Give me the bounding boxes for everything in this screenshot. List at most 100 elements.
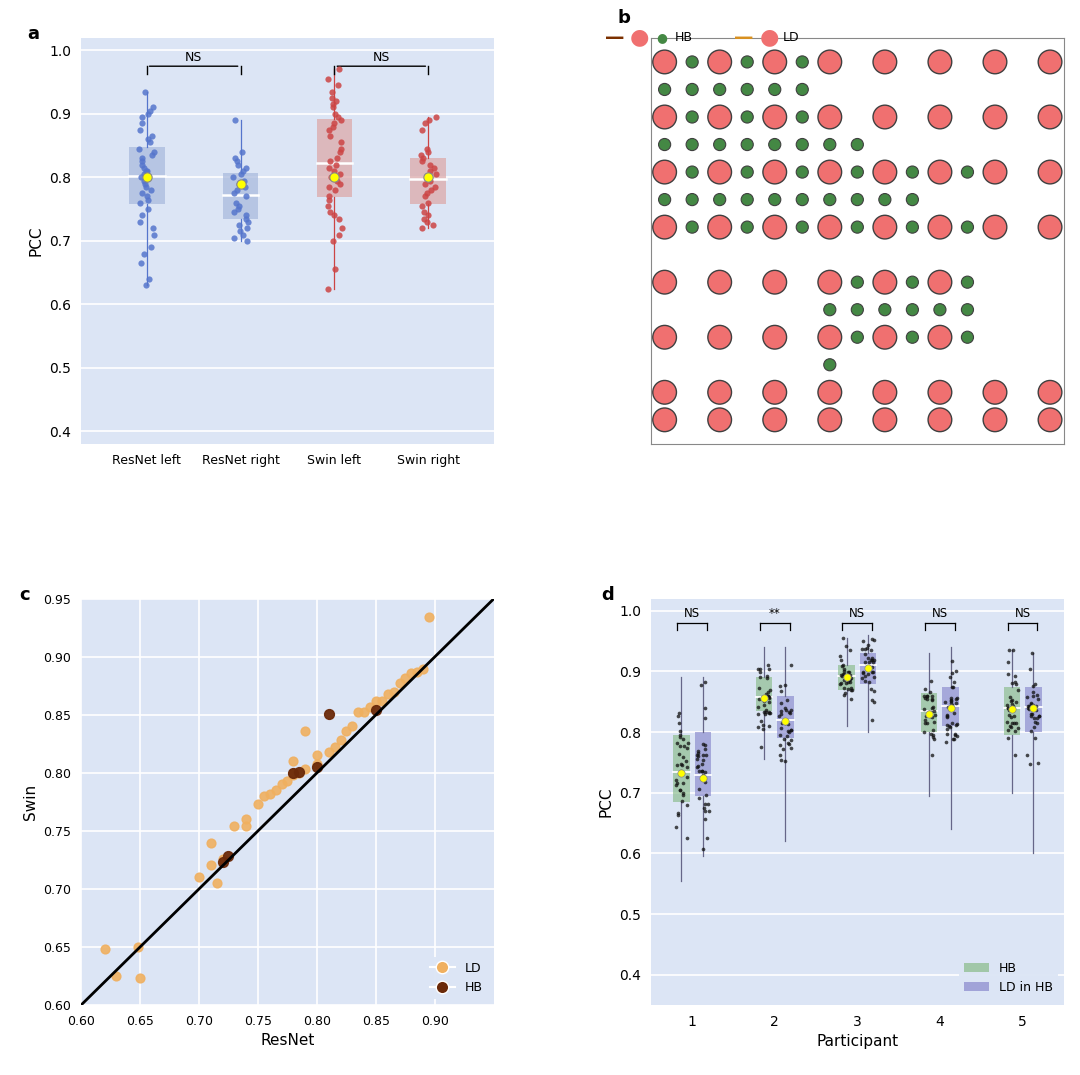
Point — [926, 702, 943, 719]
Point — [133, 169, 150, 186]
Point — [138, 169, 156, 186]
Circle shape — [796, 56, 808, 68]
Point — [416, 115, 433, 132]
Point — [697, 796, 714, 813]
Point — [136, 175, 153, 192]
Point — [324, 99, 341, 116]
Point — [783, 731, 800, 748]
Point — [751, 679, 768, 697]
Point — [96, 941, 113, 958]
Point — [698, 746, 715, 763]
Point — [321, 191, 338, 209]
Point — [926, 731, 943, 748]
Point — [133, 153, 150, 170]
Point — [760, 704, 778, 721]
Point — [325, 118, 342, 135]
Point — [327, 182, 345, 199]
Point — [922, 703, 940, 720]
Point — [853, 670, 870, 687]
Point — [669, 757, 686, 774]
Circle shape — [818, 270, 841, 295]
Point — [755, 697, 772, 714]
Point — [863, 680, 880, 698]
Point — [214, 850, 231, 868]
Point — [326, 261, 343, 278]
Point — [859, 660, 876, 677]
Point — [424, 159, 442, 176]
Point — [941, 669, 958, 686]
Point — [773, 683, 791, 700]
Point — [308, 747, 325, 764]
Point — [134, 185, 151, 202]
Circle shape — [769, 194, 781, 205]
Point — [863, 658, 880, 675]
Point — [999, 699, 1016, 716]
Point — [771, 746, 788, 763]
Point — [861, 673, 878, 690]
Circle shape — [707, 160, 731, 184]
Point — [420, 195, 437, 212]
Point — [945, 730, 962, 747]
Point — [132, 970, 149, 987]
Circle shape — [873, 160, 896, 184]
Point — [856, 668, 874, 685]
Point — [842, 690, 860, 707]
Circle shape — [762, 215, 786, 239]
Circle shape — [879, 303, 891, 316]
Circle shape — [851, 221, 863, 233]
Point — [698, 830, 715, 847]
Circle shape — [741, 194, 753, 205]
Point — [678, 830, 696, 847]
Point — [760, 689, 778, 706]
Point — [948, 690, 966, 707]
Point — [141, 133, 159, 151]
Point — [1004, 697, 1022, 714]
Point — [1026, 730, 1043, 747]
Point — [693, 762, 711, 779]
Point — [228, 195, 245, 212]
Point — [667, 818, 685, 835]
Point — [778, 701, 795, 718]
Point — [692, 677, 710, 694]
Point — [674, 748, 691, 765]
Point — [923, 746, 941, 763]
Point — [752, 660, 769, 677]
Point — [234, 226, 252, 243]
Point — [308, 759, 325, 776]
Circle shape — [714, 139, 726, 151]
Point — [673, 762, 690, 779]
Point — [321, 178, 338, 196]
Point — [670, 705, 687, 722]
Point — [415, 149, 432, 167]
Point — [1028, 710, 1045, 727]
Point — [758, 702, 775, 719]
Point — [418, 213, 435, 230]
Circle shape — [686, 194, 698, 205]
Circle shape — [818, 326, 841, 349]
Point — [355, 704, 373, 721]
Point — [834, 657, 851, 674]
Circle shape — [714, 84, 726, 96]
Point — [427, 109, 444, 126]
Point — [285, 764, 302, 782]
Point — [679, 734, 697, 751]
Point — [690, 743, 707, 760]
Point — [863, 631, 880, 648]
Point — [673, 757, 690, 774]
Point — [230, 216, 247, 233]
Point — [760, 718, 778, 735]
Point — [291, 763, 308, 780]
Point — [133, 206, 150, 224]
Point — [921, 706, 939, 723]
Circle shape — [983, 160, 1007, 184]
Circle shape — [818, 51, 841, 74]
Point — [865, 669, 882, 686]
Circle shape — [652, 51, 676, 74]
Point — [947, 662, 964, 679]
Point — [864, 654, 881, 671]
Point — [752, 663, 769, 680]
Point — [413, 146, 430, 163]
Point — [678, 758, 696, 775]
Text: NS: NS — [684, 607, 700, 620]
Circle shape — [741, 84, 753, 96]
